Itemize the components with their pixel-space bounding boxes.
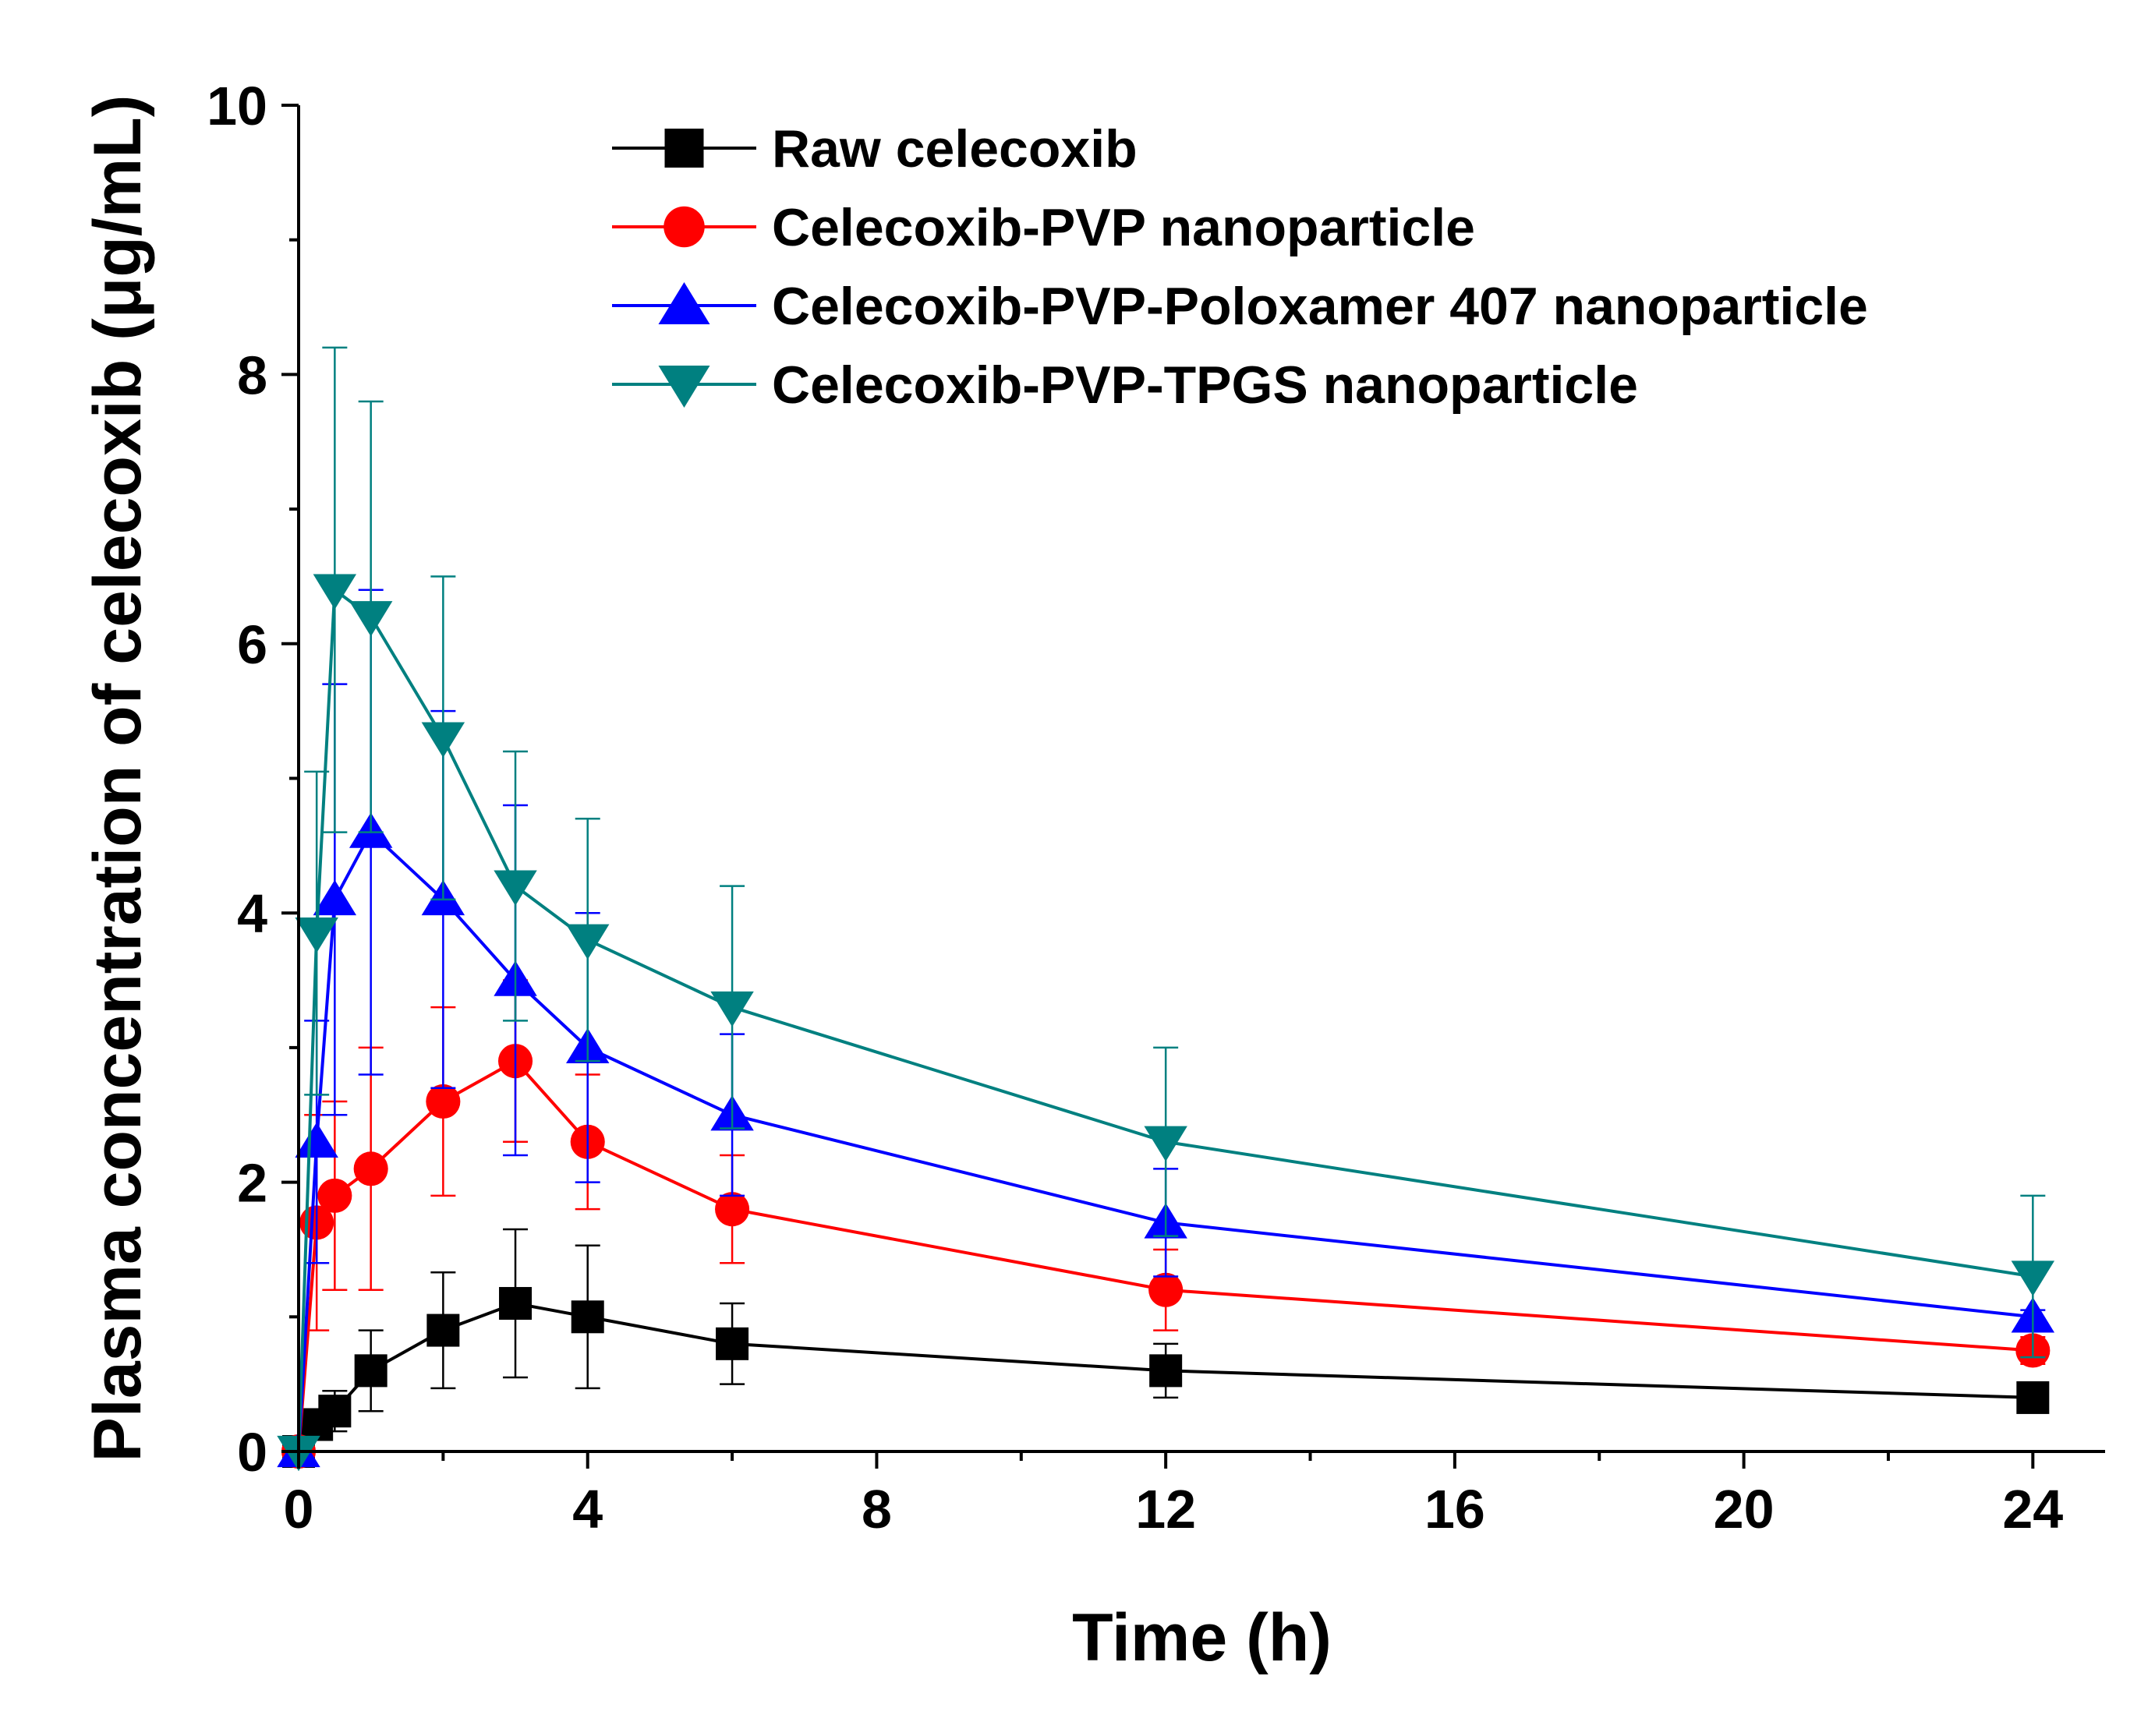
x-tick-label: 24 bbox=[2002, 1479, 2063, 1540]
data-point bbox=[499, 1287, 533, 1321]
data-point bbox=[494, 870, 537, 906]
y-tick-label: 6 bbox=[237, 614, 267, 675]
x-tick-label: 12 bbox=[1135, 1479, 1196, 1540]
x-tick-label: 8 bbox=[862, 1479, 892, 1540]
y-tick-label: 4 bbox=[237, 883, 267, 944]
data-point bbox=[353, 1151, 388, 1186]
y-tick-label: 0 bbox=[237, 1422, 267, 1483]
legend-item: Raw celecoxib bbox=[612, 119, 1138, 179]
y-axis-title: Plasma concentration of celecoxib (μg/mL… bbox=[80, 95, 155, 1462]
legend-marker bbox=[664, 129, 704, 168]
data-point bbox=[1148, 1272, 1184, 1307]
y-tick-label: 2 bbox=[237, 1153, 267, 1214]
series-4 bbox=[277, 346, 2055, 1472]
legend-item: Celecoxib-PVP nanoparticle bbox=[612, 198, 1475, 257]
legend-marker bbox=[663, 206, 705, 248]
data-point bbox=[715, 1192, 750, 1227]
legend-label: Celecoxib-PVP-Poloxamer 407 nanoparticle bbox=[772, 277, 1868, 336]
data-point bbox=[313, 574, 357, 610]
plot-area bbox=[277, 346, 2055, 1472]
data-point bbox=[318, 1395, 352, 1428]
data-point bbox=[426, 1313, 460, 1347]
y-tick-label: 8 bbox=[237, 345, 267, 405]
series-1 bbox=[282, 1228, 2050, 1468]
y-tick-label: 10 bbox=[207, 76, 267, 136]
data-point bbox=[716, 1327, 749, 1360]
series-line bbox=[297, 829, 2033, 1452]
x-axis-title: Time (h) bbox=[1072, 1600, 1332, 1675]
legend-label: Celecoxib-PVP-TPGS nanoparticle bbox=[772, 355, 1638, 415]
data-point bbox=[317, 1178, 352, 1213]
data-point bbox=[566, 924, 610, 960]
x-tick-label: 0 bbox=[284, 1479, 314, 1540]
data-point bbox=[295, 917, 338, 953]
data-point bbox=[313, 879, 357, 916]
data-point bbox=[295, 1122, 338, 1158]
data-point bbox=[1144, 1126, 1187, 1161]
legend-marker bbox=[658, 366, 710, 408]
legend-item: Celecoxib-PVP-TPGS nanoparticle bbox=[612, 355, 1638, 415]
x-tick-label: 16 bbox=[1424, 1479, 1485, 1540]
legend: Raw celecoxib Celecoxib-PVP nanoparticle C… bbox=[612, 119, 1868, 415]
x-tick-label: 4 bbox=[572, 1479, 603, 1540]
legend-marker bbox=[658, 282, 710, 324]
data-point bbox=[349, 601, 393, 637]
x-tick-label: 20 bbox=[1714, 1479, 1775, 1540]
data-point bbox=[571, 1300, 604, 1334]
series-3 bbox=[277, 589, 2055, 1468]
series-line bbox=[297, 586, 2033, 1452]
data-point bbox=[2011, 1260, 2055, 1296]
legend-label: Raw celecoxib bbox=[772, 119, 1138, 179]
legend-label: Celecoxib-PVP nanoparticle bbox=[772, 198, 1475, 257]
data-point bbox=[426, 1084, 461, 1119]
legend-item: Celecoxib-PVP-Poloxamer 407 nanoparticle bbox=[612, 277, 1868, 336]
data-point bbox=[354, 1354, 387, 1388]
data-point bbox=[710, 991, 754, 1027]
data-point bbox=[1149, 1354, 1183, 1388]
data-point bbox=[2016, 1381, 2050, 1414]
data-point bbox=[421, 722, 465, 758]
